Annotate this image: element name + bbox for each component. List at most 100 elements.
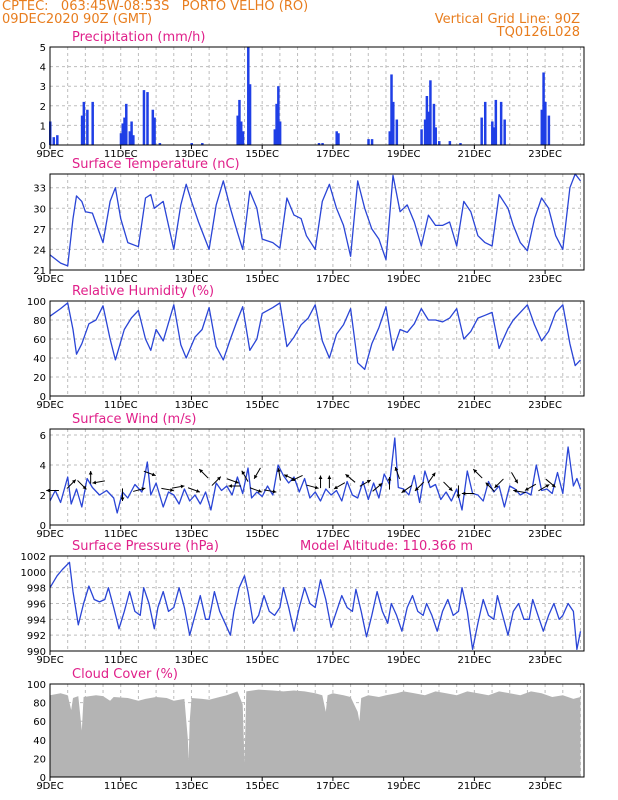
- precip-bar: [190, 143, 193, 145]
- panel-title: Surface Wind (m/s): [72, 412, 196, 427]
- panel-title: Surface Pressure (hPa): [72, 539, 219, 554]
- wind-direction-arrow: [472, 468, 483, 479]
- precip-bar: [278, 121, 282, 145]
- precip-bar: [425, 96, 429, 145]
- wind-direction-arrow: [511, 472, 519, 484]
- x-tick-label: 11DEC: [104, 781, 138, 792]
- x-tick-label: 19DEC: [387, 529, 421, 540]
- wind-direction-arrow: [211, 476, 222, 486]
- header-init-time: 09DEC2020 90Z (GMT): [2, 12, 153, 27]
- wind-direction-arrow: [171, 484, 185, 489]
- wind-direction-arrow: [198, 468, 209, 479]
- panel-frame: [49, 300, 585, 397]
- x-tick-label: 15DEC: [245, 529, 279, 540]
- y-tick-label: 27: [33, 225, 46, 236]
- wind-direction-arrow: [494, 478, 504, 489]
- x-tick-label: 17DEC: [316, 655, 350, 666]
- x-tick-label: 17DEC: [316, 781, 350, 792]
- precip-bar: [427, 111, 430, 145]
- y-tick-label: 6: [40, 431, 46, 442]
- x-tick-label: 11DEC: [104, 274, 138, 285]
- wind-direction-arrow: [545, 478, 556, 488]
- x-tick-label: 23DEC: [528, 400, 562, 411]
- precip-bar: [420, 129, 423, 145]
- y-tick-label: 3: [40, 82, 46, 93]
- x-tick-label: 21DEC: [458, 400, 492, 411]
- wind-direction-arrow: [92, 480, 105, 485]
- precip-bar: [483, 101, 487, 145]
- y-tick-label: 80: [33, 699, 46, 710]
- precip-bar: [367, 139, 370, 145]
- wind-direction-arrow: [456, 485, 461, 498]
- y-tick-label: 24: [33, 245, 46, 256]
- y-tick-label: 2: [40, 491, 46, 502]
- y-tick-label: 40: [33, 354, 46, 365]
- precip-bar: [239, 121, 243, 145]
- x-tick-label: 9DEC: [36, 529, 63, 540]
- precip-bar: [153, 117, 156, 145]
- precip-bar: [434, 127, 437, 145]
- wind-direction-arrow: [538, 484, 550, 492]
- x-tick-label: 9DEC: [36, 655, 63, 666]
- wind-direction-arrow: [524, 483, 537, 491]
- precip-bar: [132, 135, 135, 145]
- x-tick-label: 15DEC: [245, 655, 279, 666]
- panel-frame: [49, 173, 585, 271]
- y-tick-label: 20: [33, 373, 46, 384]
- wind-direction-arrow: [161, 487, 174, 492]
- x-tick-label: 19DEC: [387, 400, 421, 411]
- precip-bar: [236, 115, 239, 145]
- precip-bar: [370, 139, 374, 145]
- x-tick-label: 23DEC: [528, 529, 562, 540]
- precip-bar: [142, 90, 146, 145]
- x-tick-label: 11DEC: [104, 529, 138, 540]
- wind-direction-arrow: [306, 484, 319, 490]
- precip-bar: [151, 109, 155, 145]
- wind-direction-arrow: [345, 473, 356, 483]
- y-tick-label: 996: [27, 600, 46, 611]
- y-tick-label: 100: [27, 297, 46, 308]
- y-tick-label: 994: [27, 615, 46, 626]
- precip-bar: [123, 117, 126, 145]
- y-tick-label: 1002: [21, 552, 46, 563]
- precip-bar: [273, 129, 277, 145]
- y-tick-label: 0: [40, 392, 46, 403]
- temp-series-line: [49, 173, 582, 267]
- wind-direction-arrow: [387, 477, 392, 490]
- panel-frame: [49, 555, 585, 652]
- wind-direction-arrow: [414, 481, 425, 492]
- wind-direction-arrow: [263, 489, 277, 494]
- y-tick-label: 0: [40, 773, 46, 784]
- wind-direction-arrow: [394, 466, 401, 480]
- precip-bar: [119, 133, 123, 145]
- y-tick-label: 21: [33, 266, 46, 277]
- precip-bar: [429, 80, 432, 145]
- wind-direction-arrow: [359, 479, 372, 487]
- wind-direction-arrow: [187, 487, 201, 493]
- precip-bar: [125, 103, 128, 145]
- wind-direction-arrow: [290, 475, 303, 482]
- x-tick-label: 9DEC: [36, 400, 63, 411]
- precip-bar: [388, 131, 391, 145]
- wind-direction-arrow: [372, 482, 383, 492]
- y-tick-label: 992: [27, 631, 46, 642]
- cloud-cover-area: [50, 689, 581, 777]
- x-tick-label: 15DEC: [245, 274, 279, 285]
- precip-bar: [146, 92, 149, 145]
- model-altitude-note: Model Altitude: 110.366 m: [300, 539, 473, 554]
- precip-bar: [540, 109, 544, 145]
- precip-bar: [248, 84, 252, 145]
- panel-title: Cloud Cover (%): [72, 667, 178, 682]
- wind-direction-arrow: [427, 472, 436, 484]
- precip-bar: [491, 121, 494, 145]
- wind-direction-arrow: [277, 468, 281, 481]
- x-tick-label: 17DEC: [316, 400, 350, 411]
- wind-direction-arrow: [443, 481, 453, 492]
- precip-bar: [492, 127, 496, 145]
- panel-title: Surface Temperature (nC): [72, 157, 240, 172]
- wind-direction-arrow: [401, 485, 413, 494]
- x-tick-label: 9DEC: [36, 149, 63, 160]
- precip-bar: [547, 115, 551, 145]
- wind-direction-arrow: [513, 489, 526, 494]
- x-tick-label: 21DEC: [458, 529, 492, 540]
